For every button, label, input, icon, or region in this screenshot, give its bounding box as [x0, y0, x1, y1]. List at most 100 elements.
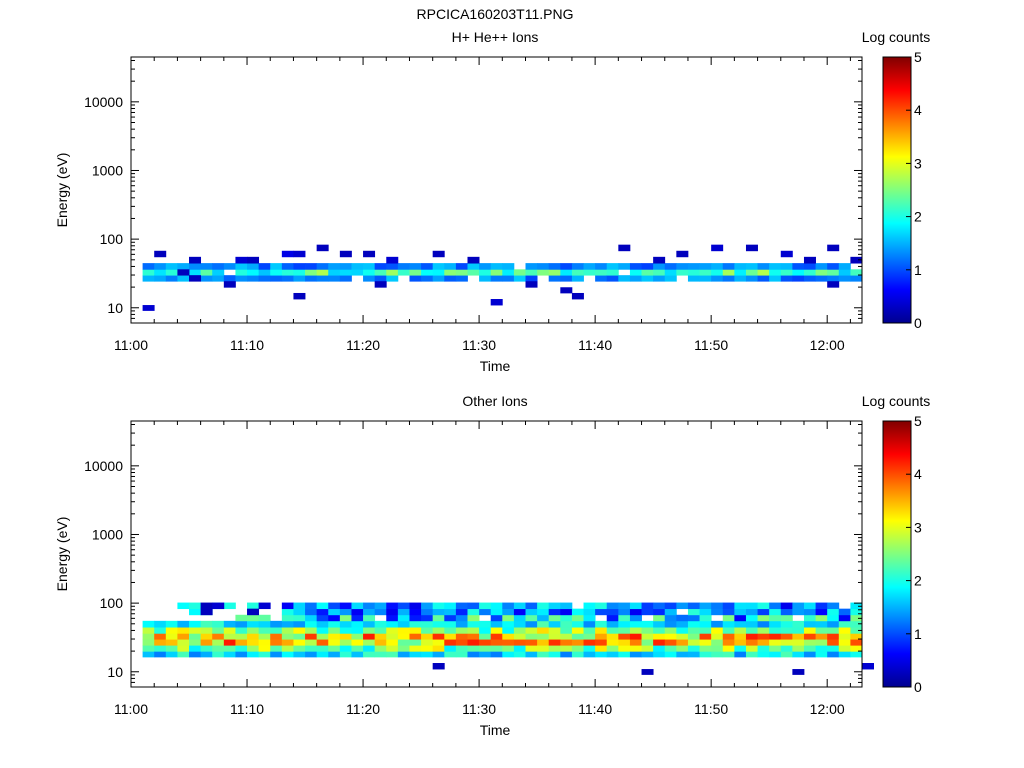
x-tick-label: 11:00	[114, 701, 148, 717]
spectrogram-cell	[687, 614, 700, 622]
spectrogram-cell	[606, 620, 619, 628]
spectrogram-cell	[339, 602, 352, 610]
spectrogram-cell	[734, 620, 747, 628]
spectrogram-cell	[664, 627, 677, 634]
spectrogram-cell	[687, 275, 700, 282]
spectrogram-cell	[281, 633, 294, 640]
spectrogram-cell	[525, 275, 538, 282]
spectrogram-cell	[653, 620, 666, 628]
spectrogram-cell	[792, 620, 805, 628]
spectrogram-cell	[467, 620, 480, 628]
spectrogram-cell	[386, 627, 399, 634]
spectrogram-cell	[247, 620, 260, 628]
y-tick-label: 1000	[92, 526, 123, 542]
spectrogram-cell	[177, 263, 190, 270]
spectrogram-cell	[305, 627, 318, 634]
spectrogram-cell	[409, 275, 422, 282]
spectrogram-cell	[293, 602, 306, 610]
spectrogram-cell	[409, 269, 422, 276]
spectrogram-cell	[409, 614, 422, 622]
spectrogram-cell	[397, 633, 410, 640]
spectrogram-cell	[606, 627, 619, 634]
spectrogram-cell	[490, 275, 503, 282]
spectrogram-cell	[455, 627, 468, 634]
spectrogram-cell	[734, 614, 747, 622]
spectrogram-cell	[653, 614, 666, 622]
spectrogram-cell	[606, 602, 619, 610]
panel-title: H+ He++ Ions	[452, 29, 539, 45]
spectrogram-cell	[247, 263, 260, 270]
spectrogram-cell	[815, 645, 828, 652]
spectrogram-cell	[653, 269, 666, 276]
spectrogram-cell	[444, 608, 457, 616]
spectrogram-cell	[444, 620, 457, 628]
spectrogram-cell	[305, 269, 318, 276]
spectrogram-cell	[316, 651, 329, 658]
spectrogram-cell	[571, 269, 584, 276]
spectrogram-cell	[339, 627, 352, 634]
spectrogram-cell	[281, 263, 294, 270]
spectrogram-cell	[838, 275, 851, 282]
spectrogram-cell	[247, 645, 260, 652]
spectrogram-cell	[328, 651, 341, 658]
spectrogram-cell	[780, 263, 793, 270]
spectrogram-cell	[745, 244, 758, 252]
spectrogram-cell	[571, 275, 584, 282]
spectrogram-cell	[374, 281, 387, 288]
spectrogram-cell	[711, 269, 724, 276]
spectrogram-cell	[838, 608, 851, 616]
spectrogram-cell	[827, 244, 840, 252]
spectrogram-cell	[525, 269, 538, 276]
spectrogram-cell	[525, 281, 538, 288]
spectrogram-cell	[676, 614, 689, 622]
spectrogram-cell	[745, 645, 758, 652]
x-tick-label: 11:30	[462, 337, 496, 353]
spectrogram-cell	[339, 275, 352, 282]
spectrogram-cell	[374, 263, 387, 270]
spectrogram-cell	[803, 602, 816, 610]
spectrogram-cell	[711, 651, 724, 658]
spectrogram-cell	[734, 275, 747, 282]
spectrogram-cell	[513, 627, 526, 634]
spectrogram-cell	[351, 651, 364, 658]
spectrogram-cell	[293, 633, 306, 640]
spectrogram-cell	[595, 608, 608, 616]
spectrogram-cell	[502, 263, 515, 270]
spectrogram-cell	[293, 627, 306, 634]
spectrogram-cell	[490, 602, 503, 610]
plot-frame	[130, 56, 863, 324]
spectrogram-cell	[525, 633, 538, 640]
spectrogram-cell	[711, 639, 724, 646]
spectrogram-cell	[444, 627, 457, 634]
spectrogram-cell	[827, 633, 840, 640]
spectrogram-cell	[386, 639, 399, 646]
spectrogram-cell	[467, 263, 480, 270]
spectrogram-cell	[142, 305, 155, 311]
spectrogram-cell	[862, 663, 874, 670]
spectrogram-cell	[455, 620, 468, 628]
spectrogram-cell	[722, 639, 735, 646]
spectrogram-cell	[363, 250, 376, 258]
spectrogram-cell	[281, 602, 294, 610]
spectrogram-cell	[664, 269, 677, 276]
spectrogram-cell	[432, 275, 445, 282]
spectrogram-cell	[676, 633, 689, 640]
spectrogram-cell	[363, 614, 376, 622]
spectrogram-cell	[780, 614, 793, 622]
colorbar-tick-label: 5	[914, 413, 922, 429]
spectrogram-cell	[653, 645, 666, 652]
spectrogram-cell	[629, 263, 642, 270]
spectrogram-cell	[328, 627, 341, 634]
spectrogram-cell	[769, 620, 782, 628]
spectrogram-cell	[653, 275, 666, 282]
colorbar-tick-label: 2	[914, 573, 922, 589]
spectrogram-cell	[548, 263, 561, 270]
spectrogram-cell	[386, 645, 399, 652]
spectrogram-cell	[571, 292, 584, 300]
y-tick-label: 10	[107, 300, 123, 316]
spectrogram-cell	[165, 639, 178, 646]
spectrogram-cell	[177, 620, 190, 628]
spectrogram-cell	[212, 633, 225, 640]
spectrogram-cell	[780, 633, 793, 640]
spectrogram-cell	[467, 256, 480, 264]
